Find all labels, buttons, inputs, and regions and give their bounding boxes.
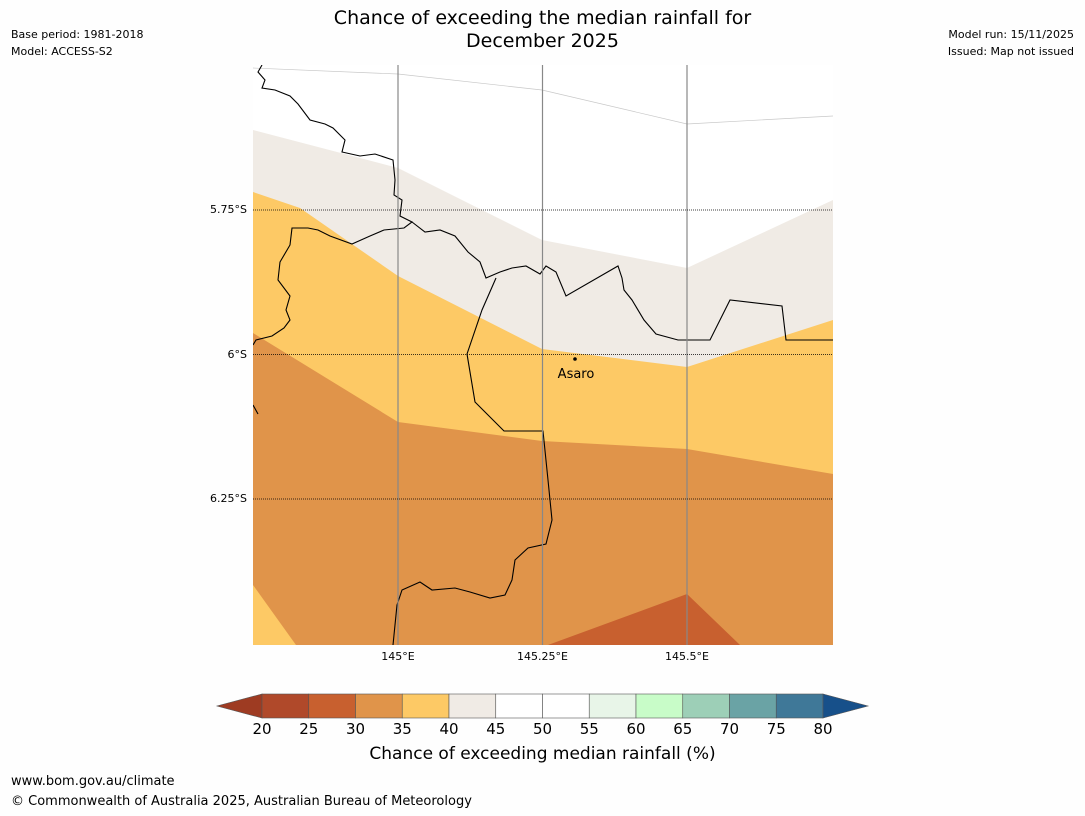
west-edge-mark [253,404,259,415]
coastline-inland [411,221,833,341]
lat-label-6.25: 6.25°S [210,492,247,505]
map: Asaro 5.75°S 6°S 6.25°S 145°E 145.25°E 1… [210,65,833,663]
model-name: Model: ACCESS-S2 [11,45,113,58]
colorbar-tick-20: 20 [252,720,271,738]
title-line-1: Chance of exceeding the median rainfall … [333,7,752,29]
issued-status: Issued: Map not issued [947,45,1074,58]
colorbar-cell-35-40 [401,693,450,719]
map-title: Chance of exceeding the median rainfall … [0,7,1085,53]
footer-url[interactable]: www.bom.gov.au/climate [11,774,175,789]
meta-left: Base period: 1981-2018 Model: ACCESS-S2 [11,26,143,60]
colorbar-tick-50: 50 [533,720,552,738]
lon-label-145: 145°E [381,650,414,663]
colorbar-cell-75-80 [775,693,824,719]
colorbar-tick-45: 45 [486,720,505,738]
lon-label-145.25: 145.25°E [517,650,568,663]
colorbar-low-extend [215,693,263,719]
colorbar-tick-35: 35 [393,720,412,738]
colorbar-tick-30: 30 [346,720,365,738]
colorbar-title: Chance of exceeding median rainfall (%) [369,744,716,764]
footer-copyright: © Commonwealth of Australia 2025, Austra… [11,794,472,809]
colorbar-ticks: 20 25 30 35 40 45 50 55 60 65 70 75 80 [252,720,832,738]
colorbar-cell-20-25 [261,693,310,719]
colorbar-tick-80: 80 [813,720,832,738]
colorbar-tick-65: 65 [673,720,692,738]
colorbar-high-extend [822,693,870,719]
colorbar-tick-75: 75 [767,720,786,738]
coastline [253,65,414,346]
title-line-2: December 2025 [466,30,619,52]
map-area: Asaro [253,65,833,645]
colorbar-cell-30-35 [355,693,403,719]
colorbar-cell-65-70 [682,693,730,719]
lat-label-5.75: 5.75°S [210,203,247,216]
meta-right: Model run: 15/11/2025 Issued: Map not is… [948,26,1074,60]
colorbar-tick-70: 70 [720,720,739,738]
colorbar-cell-55-60 [588,693,637,719]
colorbar-tick-60: 60 [626,720,645,738]
band-25-30 [548,594,740,645]
colorbar-cell-40-45 [448,693,497,719]
province-border [392,277,553,645]
colorbar-cell-60-65 [635,693,684,719]
colorbar-cell-25-30 [308,693,356,719]
colorbar-tick-40: 40 [439,720,458,738]
colorbar-cell-50-55 [542,693,590,719]
asaro-marker [573,357,577,361]
colorbar-cells [261,693,824,719]
colorbar: 20 25 30 35 40 45 50 55 60 65 70 75 80 [215,693,870,738]
colorbar-cell-45-50 [495,693,543,719]
asaro-label: Asaro [558,367,595,382]
model-run: Model run: 15/11/2025 [948,28,1074,41]
lon-label-145.5: 145.5°E [665,650,709,663]
colorbar-tick-25: 25 [299,720,318,738]
colorbar-tick-55: 55 [580,720,599,738]
lat-label-6: 6°S [228,348,247,361]
colorbar-cell-70-75 [729,693,777,719]
base-period: Base period: 1981-2018 [11,28,144,41]
